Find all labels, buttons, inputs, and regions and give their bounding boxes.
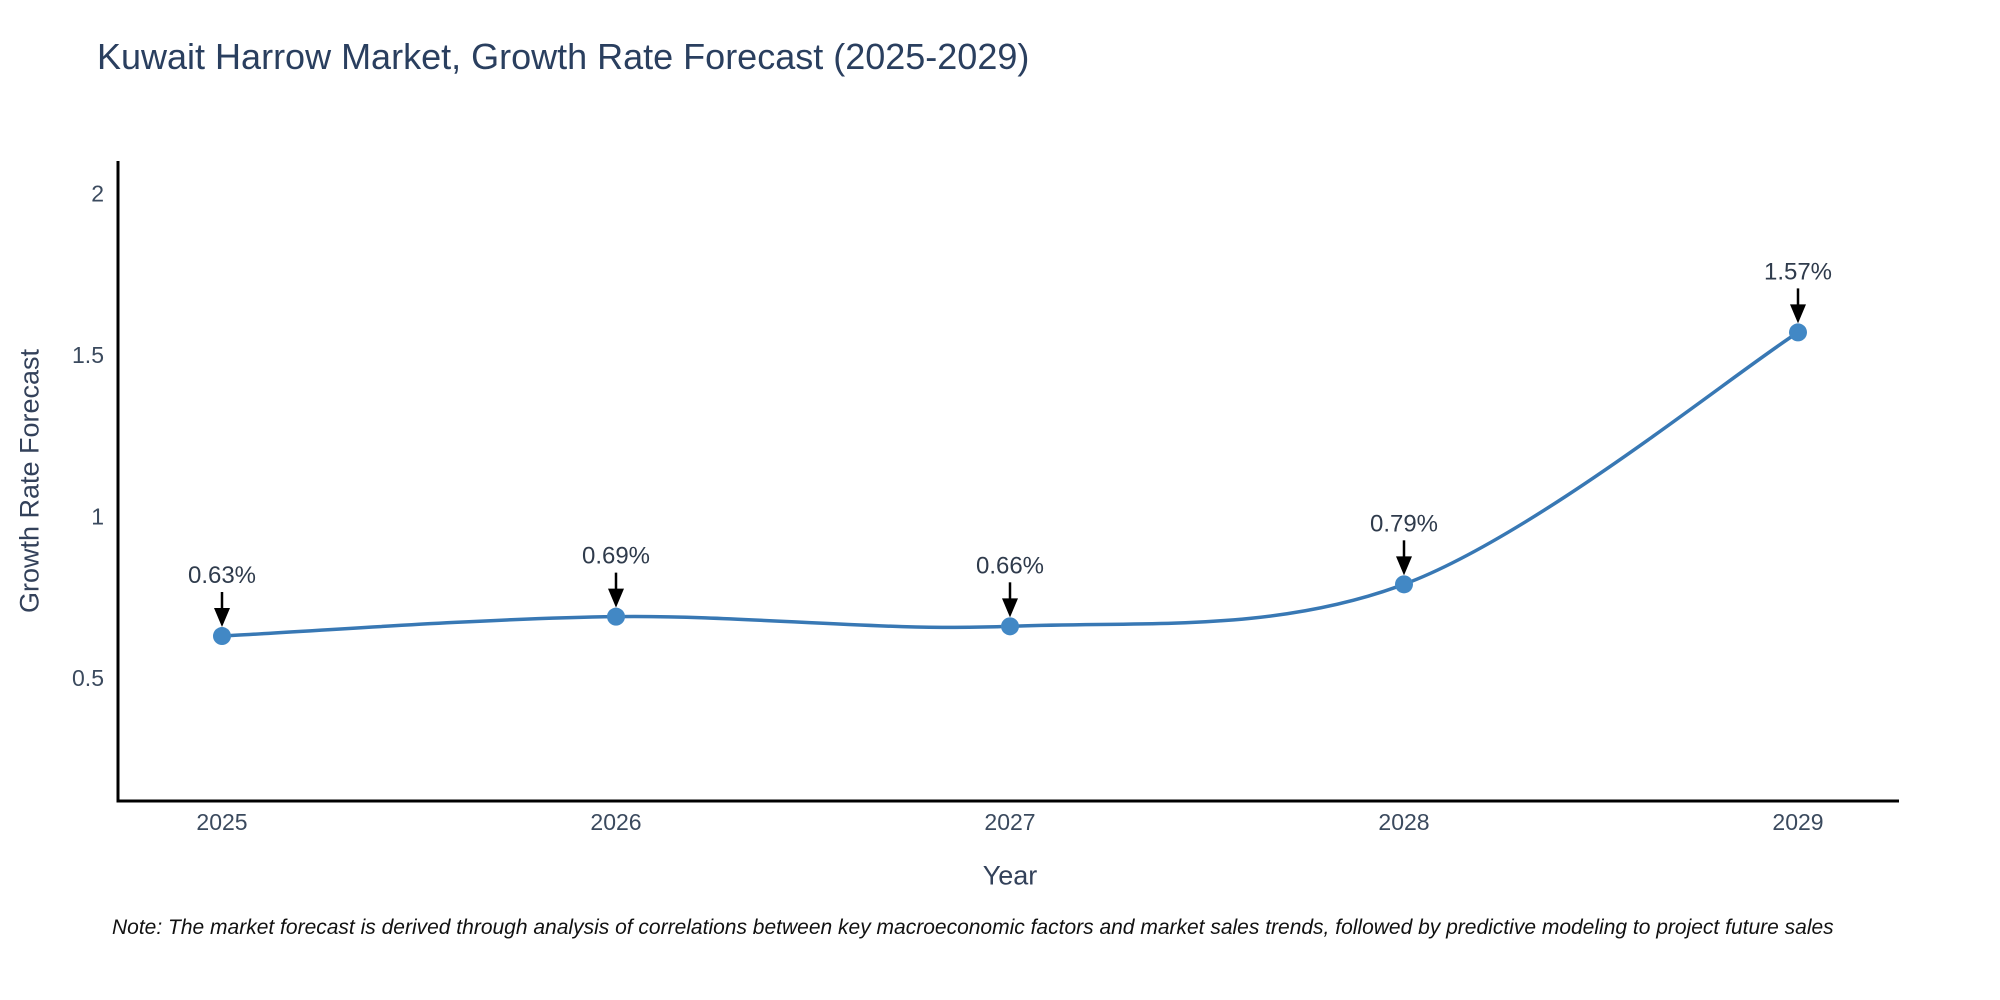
annotation-arrow-head [1002, 598, 1018, 618]
footnote: Note: The market forecast is derived thr… [112, 916, 1834, 939]
annotation-arrow-head [1790, 304, 1806, 324]
y-tick-label: 1 [91, 504, 104, 530]
axis-spines [116, 161, 1899, 803]
x-tick-label: 2029 [1772, 809, 1823, 835]
trend-line [220, 330, 1800, 638]
annotation-label: 0.63% [188, 562, 256, 589]
x-axis-title: Year [982, 860, 1038, 891]
chart-title: Kuwait Harrow Market, Growth Rate Foreca… [97, 36, 1030, 77]
annotation-label: 0.66% [976, 552, 1044, 579]
data-point-2029 [1789, 323, 1807, 342]
x-tick-label: 2028 [1378, 809, 1429, 835]
data-point-2027 [1001, 617, 1019, 636]
x-tick-label: 2026 [590, 809, 641, 835]
annotation-arrow-head [214, 608, 230, 628]
data-point-2028 [1395, 575, 1413, 594]
y-tick-label: 1.5 [72, 342, 104, 368]
annotation-label: 1.57% [1764, 258, 1832, 285]
annotation-label: 0.79% [1370, 510, 1438, 537]
data-point-2025 [213, 627, 231, 646]
x-tick-label: 2027 [984, 809, 1035, 835]
data-point-2026 [607, 607, 625, 626]
annotation-label: 0.69% [582, 543, 650, 570]
x-tick-label: 2025 [196, 809, 247, 835]
annotation-arrow-head [608, 588, 624, 608]
y-tick-label: 2 [91, 181, 104, 207]
y-tick-label: 0.5 [72, 665, 104, 691]
annotation-arrow-head [1396, 556, 1412, 576]
